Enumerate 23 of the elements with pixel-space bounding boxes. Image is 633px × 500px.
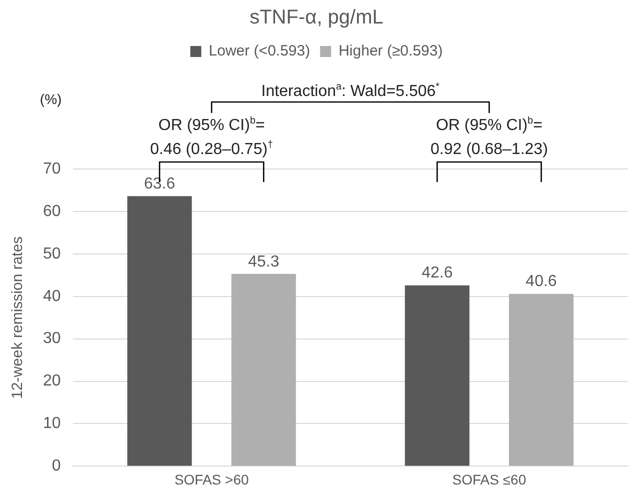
bar <box>404 285 470 466</box>
y-tick-label: 30 <box>43 330 61 348</box>
y-tick-label: 40 <box>43 288 61 305</box>
y-tick-label: 10 <box>43 415 61 432</box>
data-label: 45.3 <box>248 253 280 270</box>
data-label: 40.6 <box>526 273 557 290</box>
chart-title: sTNF-α, pg/mL <box>250 6 384 29</box>
y-tick-label: 0 <box>52 458 61 475</box>
bar <box>231 274 296 466</box>
x-tick-label: SOFAS >60 <box>174 471 249 488</box>
bar <box>508 294 574 466</box>
text: (%) <box>40 91 62 107</box>
y-tick-label: 70 <box>43 160 61 178</box>
y-tick-label: 20 <box>43 372 61 390</box>
x-tick-label: SOFAS ≤60 <box>452 471 526 488</box>
data-label: 63.6 <box>144 176 176 193</box>
legend-label: Higher (≥0.593) <box>338 42 443 60</box>
y-tick-label: 60 <box>43 202 61 220</box>
y-tick-label: 50 <box>43 245 61 262</box>
legend-label: Lower (<0.593) <box>208 42 310 60</box>
data-label: 42.6 <box>422 264 453 282</box>
y-axis-title: 12-week remission rates <box>9 236 26 399</box>
bar <box>127 196 192 466</box>
